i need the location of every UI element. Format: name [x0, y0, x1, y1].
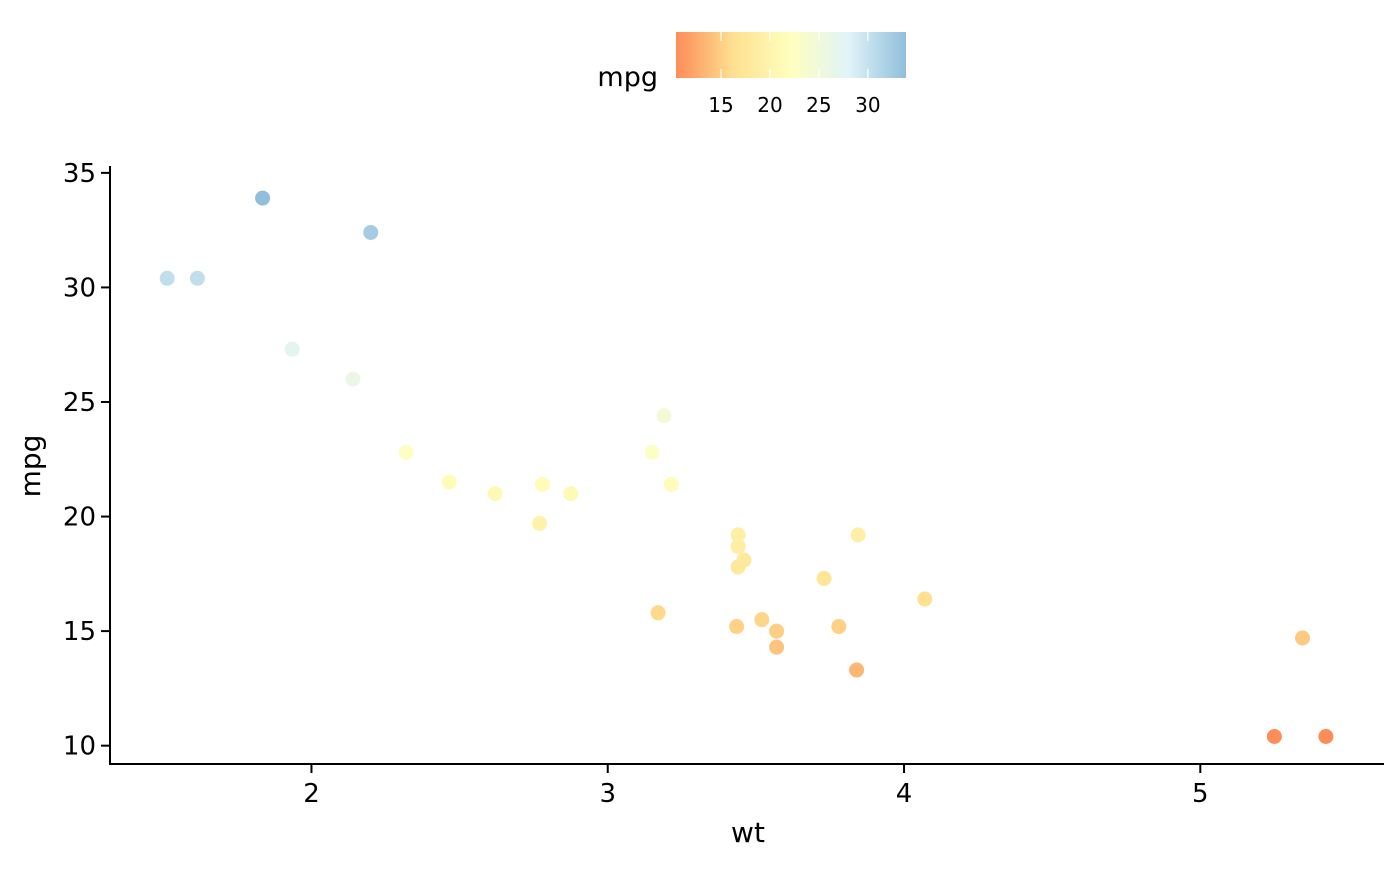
x-tick-label: 3	[599, 779, 616, 809]
y-tick-label: 20	[63, 503, 96, 533]
data-point	[441, 474, 457, 490]
y-tick-label: 10	[63, 732, 96, 762]
data-point	[159, 270, 175, 286]
data-point	[850, 527, 866, 543]
y-tick-label: 35	[63, 159, 96, 189]
legend: mpg 15 20 25 30	[597, 32, 906, 117]
legend-tick-label: 25	[806, 93, 831, 117]
x-tick-label: 4	[896, 779, 913, 809]
data-point	[189, 270, 205, 286]
data-point	[532, 515, 548, 531]
data-point	[363, 224, 379, 240]
x-axis-ticks: 2 3 4 5	[303, 764, 1209, 809]
data-point	[1318, 729, 1334, 745]
data-point	[656, 408, 672, 424]
y-tick-label: 30	[63, 273, 96, 303]
legend-title: mpg	[597, 62, 658, 93]
data-point	[849, 662, 865, 678]
data-point	[650, 605, 666, 621]
y-axis-ticks: 10 15 20 25 30 35	[63, 159, 110, 762]
data-point	[487, 486, 503, 502]
data-point	[563, 486, 579, 502]
legend-colorbar	[676, 32, 906, 78]
data-point	[1266, 729, 1282, 745]
data-point	[754, 612, 770, 628]
legend-tick-label: 20	[757, 93, 782, 117]
data-point	[729, 619, 745, 635]
legend-ticks: 15 20 25 30	[708, 32, 881, 117]
data-point	[663, 476, 679, 492]
x-tick-label: 2	[303, 779, 320, 809]
data-point	[535, 476, 551, 492]
data-point	[284, 341, 300, 357]
y-tick-label: 25	[63, 388, 96, 418]
data-point	[1295, 630, 1311, 646]
legend-tick-label: 30	[855, 93, 880, 117]
data-point	[644, 444, 660, 460]
data-point	[917, 591, 933, 607]
data-point	[345, 371, 361, 387]
data-point	[769, 639, 785, 655]
x-tick-label: 5	[1192, 779, 1209, 809]
y-tick-label: 15	[63, 617, 96, 647]
data-point	[398, 444, 414, 460]
data-point	[730, 559, 746, 575]
data-point	[831, 619, 847, 635]
data-point	[769, 623, 785, 639]
x-axis-title: wt	[731, 816, 765, 849]
axes: 2 3 4 5 10 15 20 25 30 35 wt mpg	[14, 159, 1384, 849]
legend-tick-label: 15	[708, 93, 733, 117]
data-point	[730, 527, 746, 543]
data-point	[255, 190, 271, 206]
data-point	[816, 570, 832, 586]
y-axis-title: mpg	[14, 435, 47, 498]
data-points	[159, 190, 1334, 745]
data-point	[730, 538, 746, 554]
